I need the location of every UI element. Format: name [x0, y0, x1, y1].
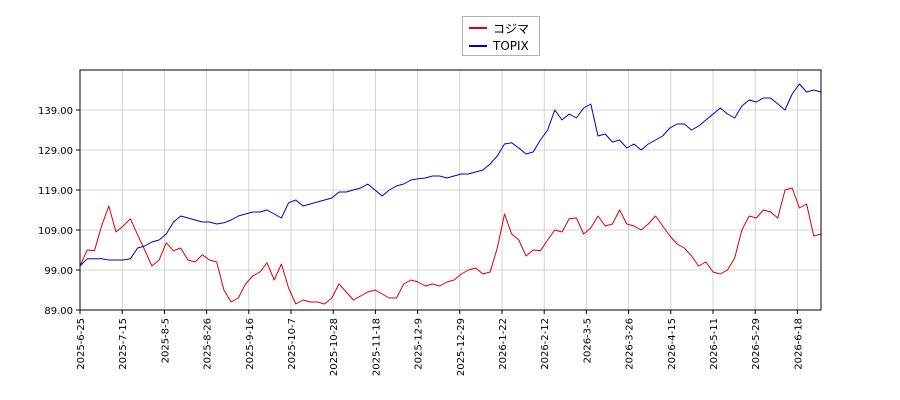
legend-swatch-kojima — [469, 27, 487, 29]
x-tick-label: 2025-8-26 — [203, 318, 214, 370]
y-tick-label: 99.00 — [44, 266, 73, 277]
legend: コジマ TOPIX — [462, 16, 540, 56]
x-axis: 2025-6-25 2025-7-15 2025-8-5 2025-8-26 2025-… — [76, 310, 804, 376]
x-tick-label: 2026-5-29 — [751, 318, 762, 370]
y-tick-label: 139.00 — [38, 106, 73, 117]
x-tick-label: 2025-8-5 — [160, 318, 171, 363]
y-axis: 89.00 99.00 109.00 119.00 129.00 139.00 — [38, 106, 80, 317]
series-line-kojima — [79, 187, 822, 305]
legend-item-topix: TOPIX — [469, 38, 529, 54]
x-tick-label: 2025-11-18 — [371, 318, 382, 376]
x-tick-label: 2025-10-28 — [329, 318, 340, 376]
x-tick-label: 2026-6-18 — [793, 318, 804, 370]
legend-label-kojima: コジマ — [493, 21, 530, 36]
y-tick-label: 119.00 — [38, 186, 73, 197]
x-tick-label: 2026-2-12 — [540, 318, 551, 370]
legend-label-topix: TOPIX — [493, 39, 529, 53]
series-line-topix — [79, 83, 822, 267]
y-tick-label: 129.00 — [38, 146, 73, 157]
x-tick-label: 2025-9-16 — [245, 318, 256, 370]
y-tick-label: 109.00 — [38, 226, 73, 237]
x-tick-label: 2025-12-29 — [456, 318, 467, 376]
x-tick-label: 2026-3-5 — [582, 318, 593, 363]
x-tick-label: 2026-3-26 — [625, 318, 636, 370]
x-tick-label: 2025-6-25 — [76, 318, 87, 370]
y-tick-label: 89.00 — [44, 306, 73, 317]
x-tick-label: 2025-10-7 — [287, 318, 298, 370]
x-tick-label: 2026-1-22 — [498, 318, 509, 370]
x-tick-label: 2026-5-11 — [709, 318, 720, 370]
grid-lines — [80, 70, 821, 311]
x-tick-label: 2025-12-9 — [414, 318, 425, 370]
x-tick-label: 2026-4-15 — [667, 318, 678, 370]
legend-item-kojima: コジマ — [469, 20, 529, 36]
series-layer — [79, 83, 822, 305]
x-tick-label: 2025-7-15 — [118, 318, 129, 370]
legend-swatch-topix — [469, 45, 487, 47]
